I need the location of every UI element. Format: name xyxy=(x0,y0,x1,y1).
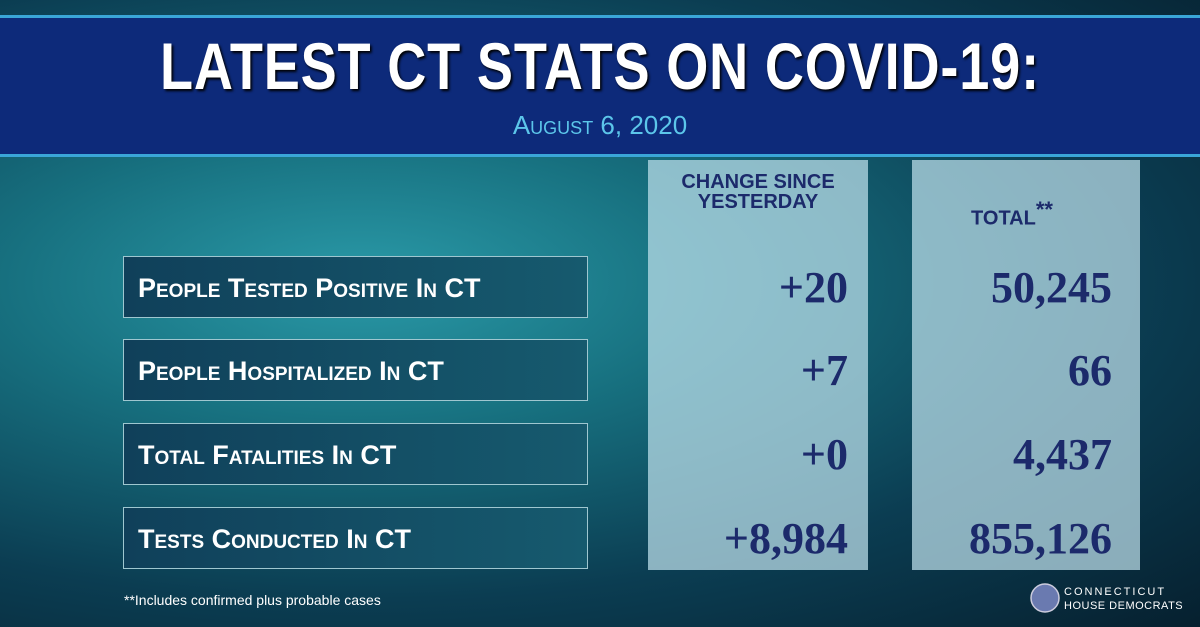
logo-line: HOUSE DEMOCRATS xyxy=(1064,600,1184,612)
date: August 6, 2020 xyxy=(512,110,688,140)
total-value: 50,245 xyxy=(991,263,1112,312)
total-column xyxy=(912,160,1140,570)
change-value: +7 xyxy=(800,346,848,395)
row-label: People Tested Positive In CT xyxy=(123,256,588,318)
row-label: Tests Conducted In CT xyxy=(123,507,588,569)
change-value: +20 xyxy=(778,263,848,312)
total-value: 66 xyxy=(1068,346,1112,395)
total-value: 855,126 xyxy=(969,514,1112,563)
change-value: +8,984 xyxy=(723,514,848,563)
row-label: Total Fatalities In CT xyxy=(123,423,588,485)
total-value: 4,437 xyxy=(1013,430,1112,479)
banner xyxy=(0,15,1200,157)
row-label: People Hospitalized In CT xyxy=(123,339,588,401)
column-header: TOTAL** xyxy=(912,197,1112,230)
logo-seal xyxy=(1030,583,1060,613)
footnote: **Includes confirmed plus probable cases xyxy=(124,592,381,608)
change-value: +0 xyxy=(800,430,848,479)
column-header: CHANGE SINCE YESTERDAY xyxy=(681,171,835,213)
logo-line: CONNECTICUT xyxy=(1064,586,1167,598)
column-header-text: TOTAL xyxy=(971,207,1036,230)
change-column xyxy=(648,160,868,570)
title: LATEST CT STATS ON COVID-19: xyxy=(160,29,1040,103)
total-marker: ** xyxy=(1035,197,1053,222)
